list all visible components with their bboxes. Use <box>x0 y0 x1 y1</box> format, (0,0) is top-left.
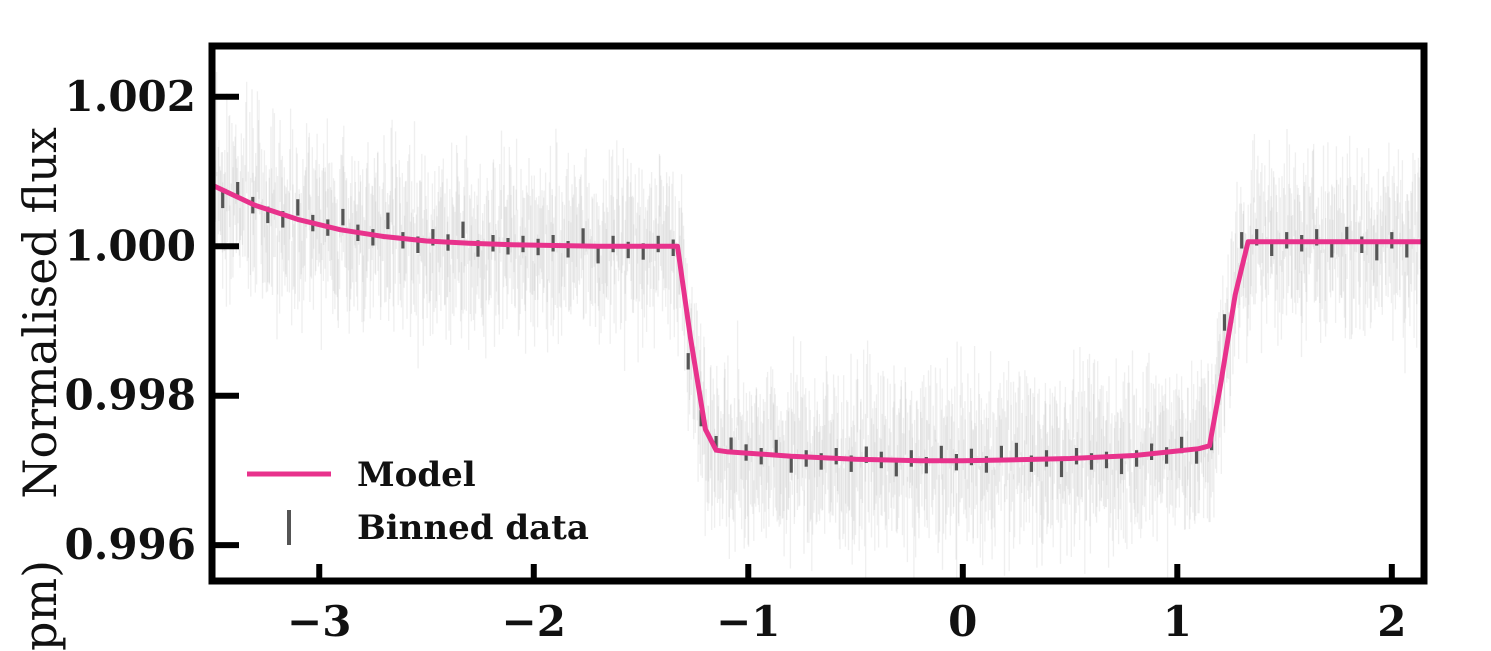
y-tick-label: 1.002 <box>64 72 196 121</box>
x-tick-label: 0 <box>948 597 977 646</box>
raw-flux-noise <box>212 72 1424 581</box>
x-tick-label: 2 <box>1377 597 1406 646</box>
y-axis-ticks: 0.996 0.998 1.000 1.002 <box>64 72 239 569</box>
legend: Model Binned data <box>247 455 589 548</box>
legend-binned-label: Binned data <box>357 508 589 548</box>
x-axis-ticks: −3 −2 −1 0 1 2 <box>287 564 1406 646</box>
x-tick-label: 1 <box>1163 597 1192 646</box>
y-tick-label: 0.996 <box>64 520 196 569</box>
plot-frame <box>208 42 1428 585</box>
x-axis-title-fragment: pm) <box>13 560 67 651</box>
model-curve <box>212 182 1424 464</box>
y-tick-label: 0.998 <box>64 371 196 420</box>
x-tick-label: −3 <box>287 597 351 646</box>
x-tick-label: −1 <box>716 597 780 646</box>
legend-model-label: Model <box>357 455 476 495</box>
y-tick-label: 1.000 <box>64 221 196 270</box>
y-axis-title: Normalised flux <box>13 127 67 499</box>
x-tick-label: −2 <box>502 597 566 646</box>
